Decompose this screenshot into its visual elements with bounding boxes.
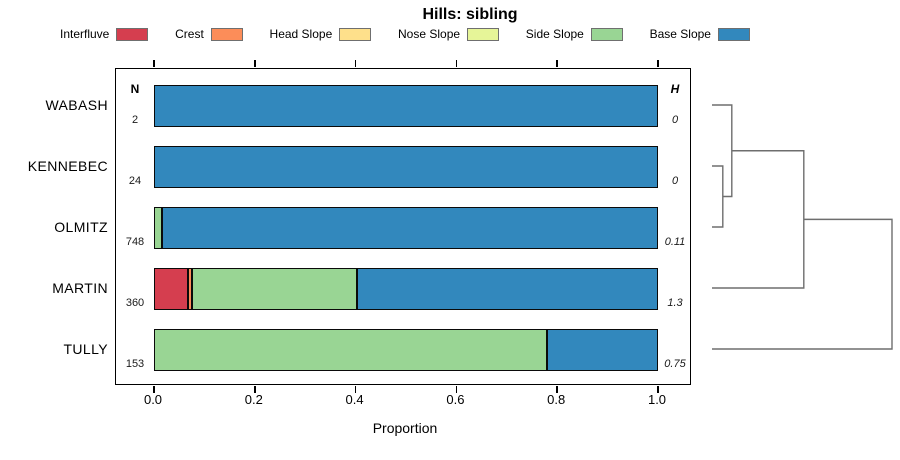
bar-segment-side-slope [154,207,162,249]
row-label-kennebec: KENNEBEC [27,158,108,174]
axis-tick-bottom [354,386,357,393]
legend-item-label: Crest [175,27,204,41]
n-value: 360 [125,297,145,309]
axis-tick-top [153,60,155,67]
chart-title: Hills: sibling [422,6,518,23]
legend-item: Side Slope [526,27,623,41]
legend-swatch [116,27,149,41]
legend-item-label: Interfluve [60,27,110,41]
n-value: 748 [125,236,145,248]
legend-swatch [717,27,750,41]
bar-segment-crest [187,268,192,310]
row-label-martin: MARTIN [52,280,108,296]
legend-item: Base Slope [650,27,750,41]
legend-swatch [590,27,623,41]
h-value: 1.3 [667,297,683,309]
legend: Interfluve Crest Head Slope Nose Slope Side … [60,25,750,43]
row-label-tully: TULLY [63,341,108,357]
dendrogram-branch [712,104,733,198]
bar-segment-base-slope [161,207,658,249]
row-label-olmitz: OLMITZ [54,219,108,235]
axis-tick-bottom [254,386,256,393]
bar-row-tully [154,329,658,371]
legend-item: Nose Slope [398,27,500,41]
n-value: 2 [131,114,139,126]
axis-tick-bottom [657,386,659,393]
h-column-header: H [670,82,680,96]
legend-item-label: Base Slope [649,27,711,41]
x-axis-tick-label: 1.0 [647,392,667,407]
legend-item: Crest [175,27,243,41]
legend-swatch [467,27,500,41]
axis-tick-top [354,60,357,67]
n-value: 24 [128,175,142,187]
axis-tick-top [556,60,558,67]
h-value: 0 [671,114,679,126]
bar-row-kennebec [154,146,658,188]
legend-swatch [210,27,243,41]
h-value: 0 [671,175,679,187]
x-axis-tick-label: 0.4 [345,392,364,407]
legend-item: Interfluve [60,27,149,41]
bar-segment-interfluve [154,268,188,310]
axis-tick-top [254,60,256,67]
x-axis-tick-label: 0.2 [244,392,263,407]
legend-item-label: Head Slope [269,27,333,41]
axis-tick-top [455,60,458,67]
bar-segment-base-slope [357,268,658,310]
bar-segment-base-slope [154,146,658,188]
bar-segment-side-slope [154,329,548,371]
row-label-wabash: WABASH [45,97,108,113]
dendrogram-branch [712,165,724,228]
x-axis-tick-label: 0.6 [446,392,465,407]
dendrogram-branch [712,150,805,289]
plot-panel: N H 2 0 24 0 748 0.11 360 1.3 153 0.75 [115,60,691,393]
bar-segment-base-slope [547,329,658,371]
n-value: 153 [125,358,145,370]
legend-item: Head Slope [270,27,372,41]
n-column-header: N [130,82,140,96]
h-value: 0.75 [664,358,686,370]
legend-item-label: Nose Slope [398,27,461,41]
axis-tick-bottom [455,386,458,393]
x-axis-title: Proportion [372,420,438,436]
bar-row-wabash [154,85,658,127]
bar-row-olmitz [154,207,658,249]
legend-swatch [339,27,372,41]
axis-tick-bottom [556,386,558,393]
bar-segment-side-slope [191,268,358,310]
h-value: 0.11 [664,236,686,248]
axis-tick-top [657,60,659,67]
bar-row-martin [154,268,658,310]
x-axis-tick-label: 0.8 [547,392,566,407]
x-axis-tick-label: 0.0 [143,392,163,407]
bar-segment-base-slope [154,85,658,127]
legend-item-label: Side Slope [525,27,584,41]
axis-tick-bottom [153,386,155,393]
dendrogram-branch [712,218,893,350]
